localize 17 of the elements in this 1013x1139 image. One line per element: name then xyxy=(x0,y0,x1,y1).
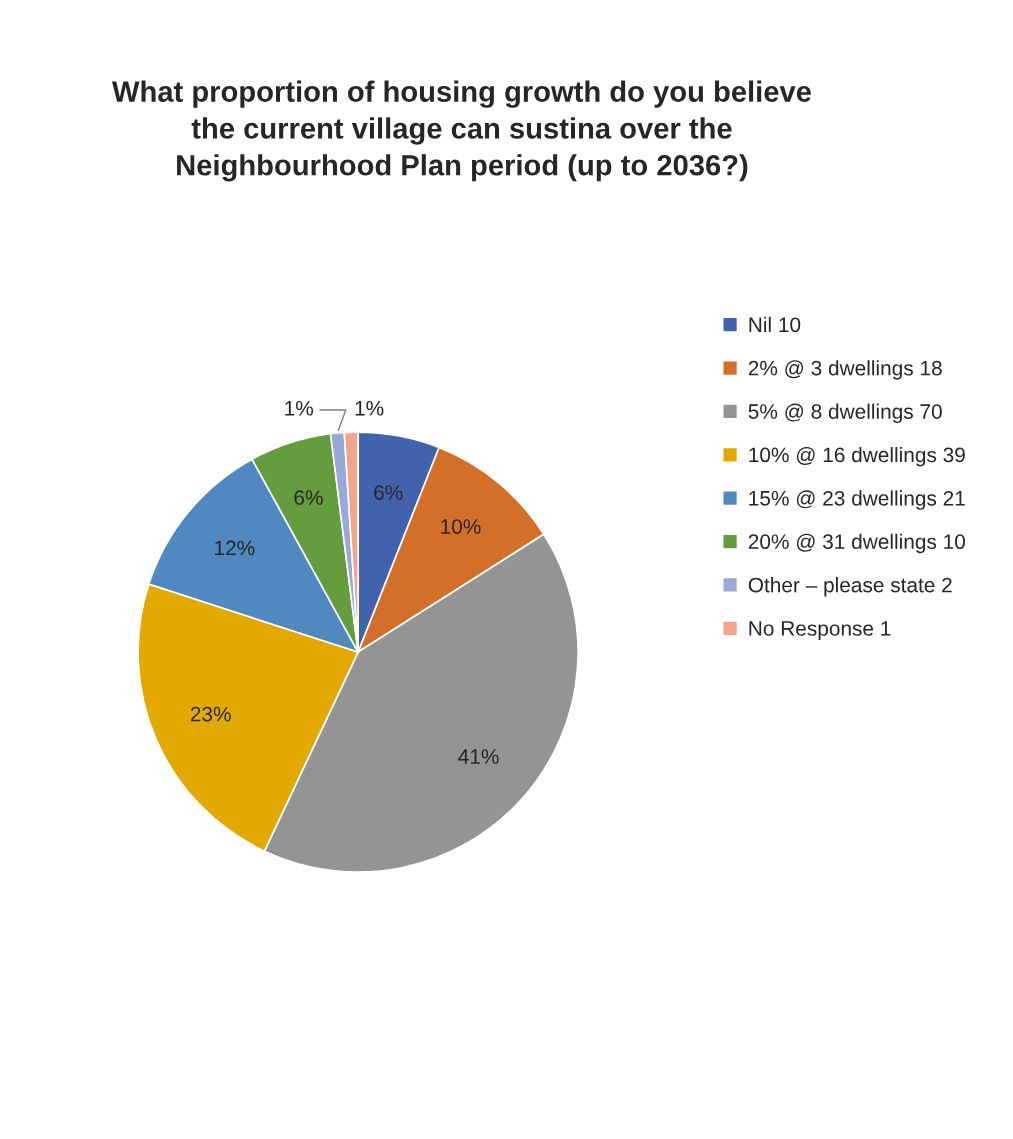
legend-label: Nil 10 xyxy=(749,316,801,333)
chart-title: What proportion of housing growth do you believe the current village can sustina over the Neighbourhood Plan period (up to 2036?) xyxy=(112,80,811,182)
data-label: 12% xyxy=(215,540,255,556)
data-label: 10% xyxy=(441,519,481,534)
legend-label: 5% @ 8 dwellings 70 xyxy=(748,403,942,424)
data-label: 41% xyxy=(458,749,499,764)
data-label: 1% xyxy=(355,400,384,416)
data-label: 23% xyxy=(190,706,231,722)
legend-label: 10% @ 16 dwellings 39 xyxy=(749,446,965,467)
data-label: 6% xyxy=(374,485,403,500)
legend-label: 15% @ 23 dwellings 21 xyxy=(749,490,965,510)
data-label: 1% xyxy=(285,400,313,416)
data-label: 6% xyxy=(294,490,323,505)
legend-label: 2% @ 3 dwellings 18 xyxy=(748,360,942,380)
legend-label: No Response 1 xyxy=(749,621,891,640)
legend-label: Other – please state 2 xyxy=(748,577,952,597)
legend-label: 20% @ 31 dwellings 10 xyxy=(748,533,966,554)
